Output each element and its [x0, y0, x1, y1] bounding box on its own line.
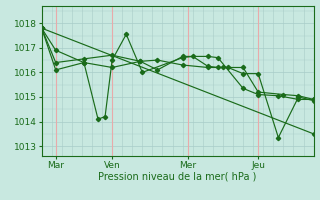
X-axis label: Pression niveau de la mer( hPa ): Pression niveau de la mer( hPa )	[99, 171, 257, 181]
